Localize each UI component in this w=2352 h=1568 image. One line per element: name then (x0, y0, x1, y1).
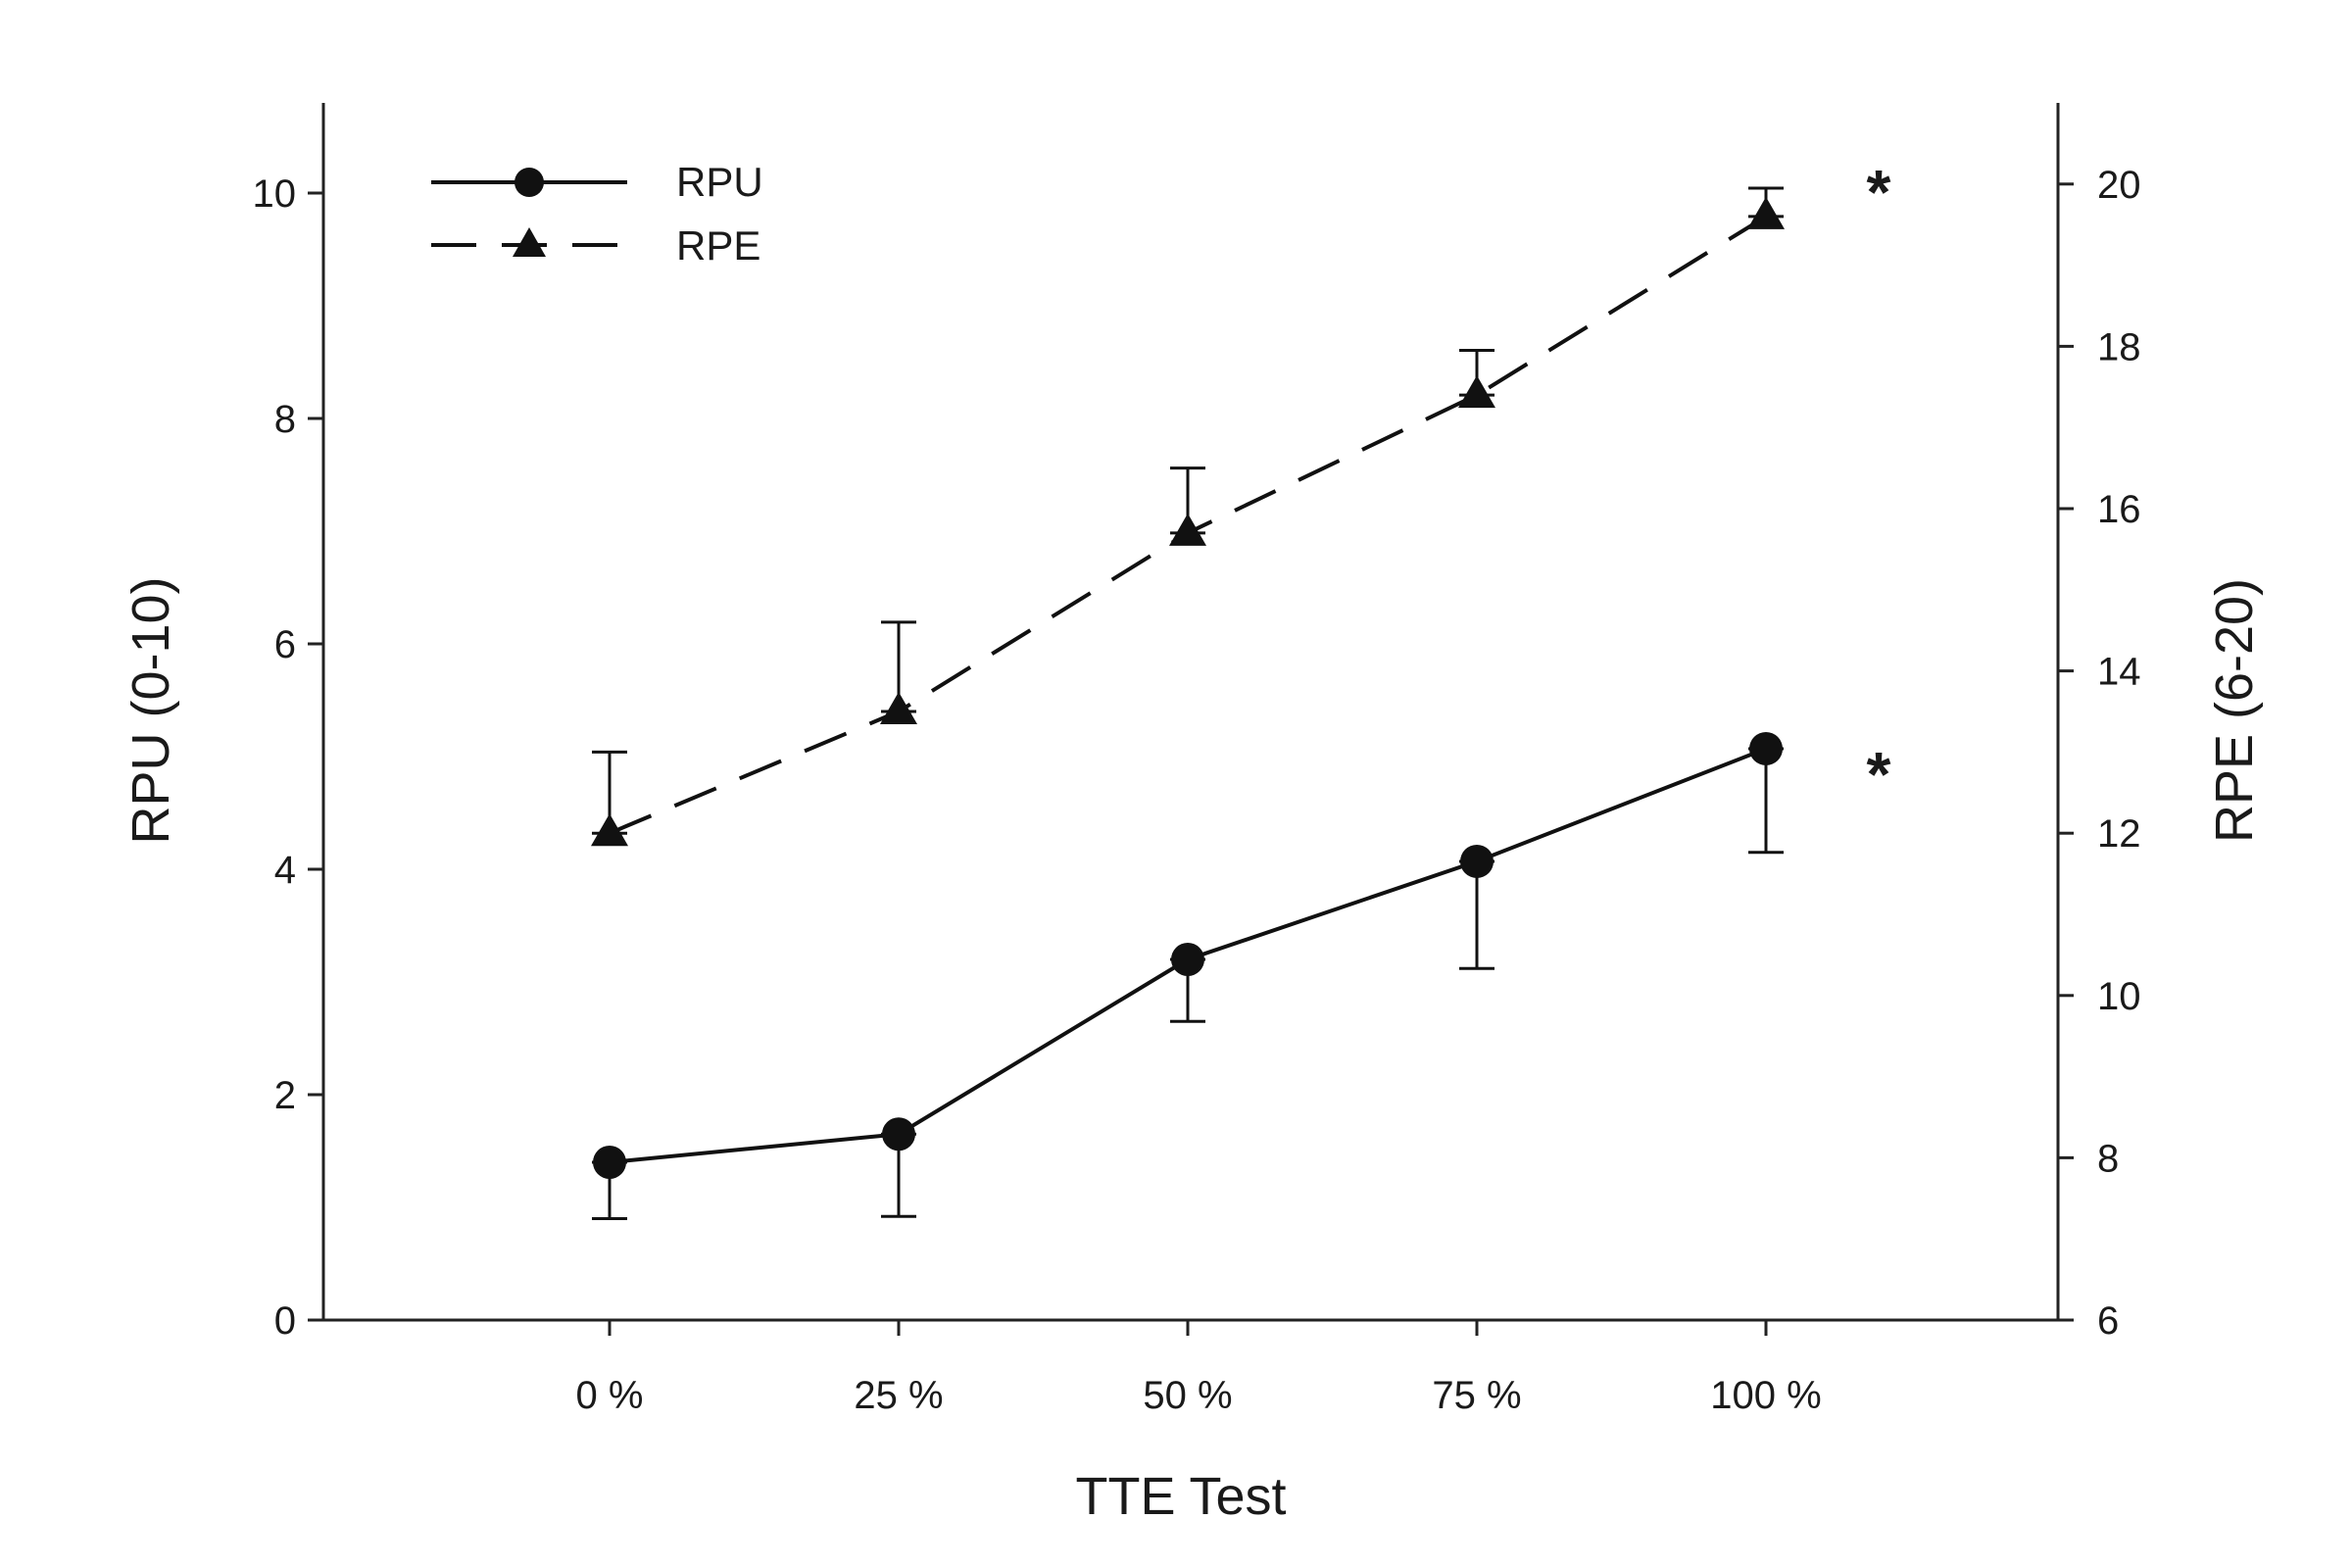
y-right-tick-label: 6 (2097, 1299, 2119, 1343)
series-rpe (591, 186, 1785, 847)
x-tick-label: 50 % (1143, 1374, 1232, 1417)
x-tick-label: 100 % (1710, 1374, 1821, 1417)
series-layer: ** (591, 157, 1891, 1220)
data-point-rpe (880, 692, 917, 724)
data-point-rpe (1458, 375, 1495, 409)
data-point-rpe (1747, 196, 1785, 229)
data-point-rpu (1749, 731, 1783, 765)
data-point-rpe (1169, 513, 1206, 546)
y-right-tick-label: 16 (2097, 488, 2141, 531)
data-point-rpe (591, 813, 628, 847)
legend-rpe-marker (513, 227, 546, 257)
y-left-tick-label: 6 (274, 623, 296, 666)
axes: 0 2 4 6 8 10 6 8 10 12 14 16 18 20 0 % 25 % 50 % 75 % 100 … (253, 103, 2141, 1417)
y-right-tick-label: 14 (2097, 651, 2141, 694)
y-left-tick-label: 4 (274, 849, 296, 892)
data-point-rpu (1460, 844, 1494, 878)
y-left-tick-label: 8 (274, 398, 296, 441)
y-right-tick-label: 10 (2097, 975, 2141, 1018)
y-axis-right-title: RPE (6-20) (2205, 578, 2264, 843)
y-right-tick-label: 12 (2097, 812, 2141, 856)
data-point-rpu (882, 1117, 915, 1152)
y-axis-left-title: RPU (0-10) (122, 576, 180, 844)
series-rpu (592, 731, 1784, 1220)
y-right-tick-label: 20 (2097, 164, 2141, 207)
y-right-tick-label: 8 (2097, 1137, 2119, 1180)
y-left-tick-label: 0 (274, 1299, 296, 1343)
legend: RPU RPE (431, 159, 763, 269)
legend-label-rpe: RPE (676, 222, 760, 269)
legend-label-rpu: RPU (676, 159, 763, 205)
data-point-rpu (593, 1146, 626, 1179)
x-tick-label: 0 % (576, 1374, 644, 1417)
data-point-rpu (1171, 943, 1204, 976)
x-axis-title: TTE Test (1075, 1467, 1286, 1526)
significance-asterisk: * (1867, 739, 1891, 809)
significance-asterisk: * (1867, 157, 1891, 227)
x-tick-label: 75 % (1432, 1374, 1521, 1417)
y-left-tick-label: 10 (253, 172, 297, 216)
legend-rpu-marker (514, 168, 544, 197)
y-right-tick-label: 18 (2097, 325, 2141, 368)
y-left-tick-label: 2 (274, 1074, 296, 1117)
x-tick-label: 25 % (854, 1374, 943, 1417)
